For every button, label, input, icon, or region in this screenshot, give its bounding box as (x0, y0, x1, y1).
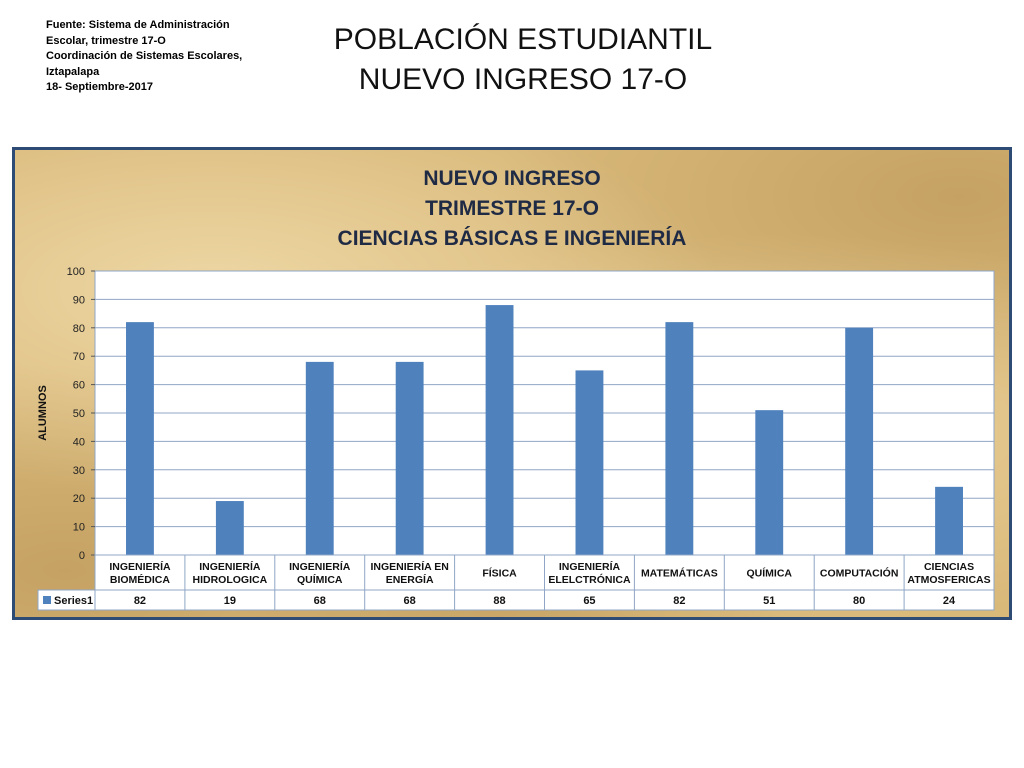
data-label: 65 (583, 595, 595, 607)
x-tick-label: HIDROLOGICA (193, 574, 268, 586)
bar (485, 305, 514, 555)
source-line: Iztapalapa (46, 65, 100, 78)
values-row (37, 589, 995, 611)
x-tick-label: QUÍMICA (747, 567, 793, 580)
data-label: 68 (314, 595, 326, 607)
chart-title-line-2: TRIMESTRE 17-O (425, 197, 599, 220)
chart-title-line-1: NUEVO INGRESO (423, 167, 601, 190)
source-line: Coordinación de Sistemas Escolares, (46, 50, 243, 62)
x-tick-label: INGENIERÍA EN (370, 560, 448, 573)
x-tick-label: MATEMÁTICAS (641, 567, 718, 580)
legend-label: Series1 (54, 595, 93, 607)
y-tick-label: 70 (73, 351, 85, 363)
x-tick-label: BIOMÉDICA (110, 573, 171, 586)
y-tick-label: 0 (79, 550, 85, 562)
x-tick-label: CIENCIAS (924, 561, 974, 573)
slide-title: POBLACIÓN ESTUDIANTIL NUEVO INGRESO 17-O (300, 20, 746, 100)
x-tick-label: COMPUTACIÓN (820, 567, 899, 580)
data-label: 82 (134, 595, 146, 607)
data-label: 80 (853, 595, 865, 607)
source-line: 18- Septiembre-2017 (46, 81, 153, 93)
slide-title-line-1: POBLACIÓN ESTUDIANTIL (333, 23, 713, 56)
data-label: 24 (943, 595, 956, 607)
bar (395, 361, 424, 555)
source-line: Escolar, trimestre 17-O (46, 34, 166, 47)
bar (845, 327, 874, 555)
bar (305, 361, 334, 555)
chart-title: NUEVO INGRESO TRIMESTRE 17-O CIENCIAS BÁ… (0, 164, 1024, 254)
bar (575, 370, 604, 555)
bar (126, 322, 154, 555)
x-tick-label: FÍSICA (482, 567, 517, 580)
x-tick-label: INGENIERÍA (199, 560, 261, 573)
y-tick-label: 100 (67, 266, 85, 278)
y-tick-label: 10 (73, 522, 85, 534)
y-tick-label: 50 (73, 408, 85, 420)
x-tick-label: ENERGÍA (386, 573, 434, 586)
x-tick-label: INGENIERÍA (289, 560, 351, 573)
legend-key (43, 596, 51, 604)
x-tick-label: ELELCTRÓNICA (548, 573, 631, 586)
bar (935, 486, 963, 555)
x-tick-label: INGENIERÍA (559, 560, 621, 573)
y-tick-label: 30 (73, 465, 85, 477)
data-label: 82 (673, 595, 685, 607)
y-tick-label: 60 (73, 380, 85, 392)
data-label: 51 (763, 595, 775, 607)
y-tick-label: 90 (73, 294, 85, 306)
data-label: 68 (404, 595, 416, 607)
x-tick-label: ATMOSFERICAS (907, 574, 990, 586)
bar (755, 410, 784, 555)
data-label: 19 (224, 595, 236, 607)
bar (215, 501, 244, 555)
chart-title-line-3: CIENCIAS BÁSICAS E INGENIERÍA (337, 227, 687, 250)
x-tick-label: INGENIERÍA (109, 560, 171, 573)
y-axis-label: ALUMNOS (37, 385, 49, 441)
y-tick-label: 20 (73, 493, 85, 505)
x-tick-label: QUÍMICA (297, 573, 343, 586)
y-tick-label: 80 (73, 323, 85, 335)
y-tick-label: 40 (73, 436, 85, 448)
data-label: 88 (493, 595, 505, 607)
source-note: Fuente: Sistema de Administración Escola… (46, 18, 276, 96)
slide-title-line-2: NUEVO INGRESO 17-O (358, 63, 688, 96)
bar (665, 322, 694, 555)
source-line: Fuente: Sistema de Administración (46, 19, 230, 31)
